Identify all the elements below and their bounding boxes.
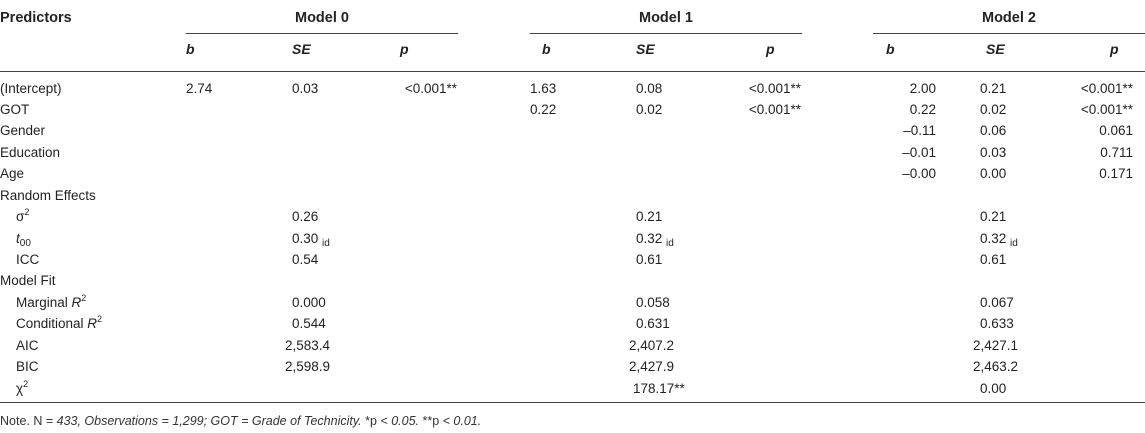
cell: 2.74	[186, 81, 213, 96]
cell: 0.26	[292, 209, 319, 224]
cell: <0.001**	[1080, 102, 1133, 117]
row-label-age: Age	[0, 166, 25, 181]
b-header: b	[186, 41, 195, 57]
cell: 2,598.9	[285, 359, 331, 374]
cell: 0.061	[1099, 123, 1133, 138]
cell: <0.001**	[748, 102, 801, 117]
row-label-bic: BIC	[16, 359, 39, 374]
model-1-rule	[530, 33, 802, 34]
predictors-header: Predictors	[0, 10, 72, 26]
cell: 0.21	[980, 209, 1007, 224]
cell: 0.171	[1099, 166, 1133, 181]
cell: 0.00	[980, 166, 1007, 181]
header-rule	[0, 71, 1145, 72]
cell: <0.001**	[1080, 81, 1133, 96]
cell: 0.631	[636, 316, 670, 331]
cell: –0.00	[902, 166, 936, 181]
row-label-sigma2: σ2	[16, 207, 30, 225]
cell: –0.11	[903, 123, 936, 138]
cell: 0.61	[980, 252, 1007, 267]
model-0-header: Model 0	[295, 10, 349, 26]
cell: 0.633	[980, 316, 1014, 331]
p-header: p	[1110, 41, 1119, 57]
model-1-header: Model 1	[639, 10, 693, 26]
cell: 0.22	[530, 102, 557, 117]
cell: 0.08	[636, 81, 663, 96]
cell: 0.711	[1100, 145, 1133, 160]
model-2-rule	[873, 33, 1145, 34]
cell: 0.54	[292, 252, 319, 267]
cell: 2,427.9	[629, 359, 675, 374]
cell: 0.06	[980, 123, 1007, 138]
cell: 0.03	[292, 81, 319, 96]
cell: 0.30 id	[292, 231, 330, 249]
row-label-got: GOT	[0, 102, 30, 117]
cell: 0.02	[980, 102, 1007, 117]
row-label-intercept: (Intercept)	[0, 81, 62, 96]
cell: 0.22	[909, 102, 936, 117]
cell: 0.067	[980, 295, 1014, 310]
cell: –0.01	[902, 145, 936, 160]
table-note: Note. N = 433, Observations = 1,299; GOT…	[0, 414, 482, 428]
cell: 0.058	[636, 295, 670, 310]
cell: <0.001**	[748, 81, 801, 96]
row-label-education: Education	[0, 145, 61, 160]
cell: 0.544	[292, 316, 326, 331]
cell: 1.63	[530, 81, 557, 96]
cell: 0.61	[636, 252, 663, 267]
row-label-t00: t00	[16, 231, 31, 249]
se-header: SE	[986, 41, 1005, 57]
cell: 0.21	[980, 81, 1007, 96]
model-2-header: Model 2	[982, 10, 1036, 26]
cell: 0.02	[636, 102, 663, 117]
cell: <0.001**	[404, 81, 457, 96]
b-header: b	[886, 41, 895, 57]
bottom-rule	[0, 402, 1145, 403]
row-label-chi2: χ2	[16, 379, 29, 397]
row-label-icc: ICC	[16, 252, 40, 267]
cell: 2,463.2	[973, 359, 1019, 374]
cell: 178.17**	[633, 381, 685, 396]
p-header: p	[766, 41, 775, 57]
cell: 2,407.2	[629, 338, 675, 353]
section-model-fit: Model Fit	[0, 273, 56, 288]
cell: 0.21	[636, 209, 663, 224]
se-header: SE	[636, 41, 655, 57]
row-label-conditional-r2: Conditional R2	[16, 314, 103, 332]
row-label-marginal-r2: Marginal R2	[16, 293, 87, 311]
cell: 0.03	[980, 145, 1007, 160]
model-0-rule	[186, 33, 458, 34]
cell: 0.32 id	[980, 231, 1018, 249]
cell: 2,583.4	[285, 338, 331, 353]
row-label-aic: AIC	[16, 338, 39, 353]
cell: 0.000	[292, 295, 326, 310]
se-header: SE	[292, 41, 311, 57]
p-header: p	[400, 41, 409, 57]
section-random-effects: Random Effects	[0, 188, 96, 203]
cell: 2.00	[909, 81, 936, 96]
row-label-gender: Gender	[0, 123, 46, 138]
b-header: b	[542, 41, 551, 57]
cell: 0.32 id	[636, 231, 674, 249]
cell: 2,427.1	[973, 338, 1019, 353]
cell: 0.00	[980, 381, 1007, 396]
